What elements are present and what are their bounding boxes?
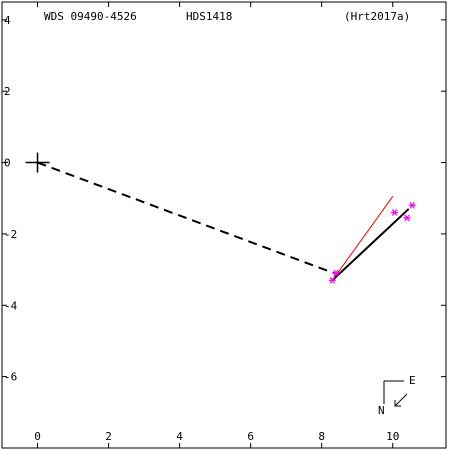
observation-point <box>328 276 336 284</box>
x-tick-label: 10 <box>386 430 399 443</box>
y-tick-label: 0 <box>4 157 11 170</box>
x-tick-label: 4 <box>176 430 183 443</box>
axes: 0 2 4 6 8 10 4 2 0 -2 -4 -6 <box>2 2 446 448</box>
y-tick-label: 4 <box>4 14 11 27</box>
orbit-line <box>331 208 410 282</box>
observation-stroke <box>404 214 410 222</box>
y-tick-label: 2 <box>4 85 11 98</box>
observation-point <box>332 269 340 277</box>
x-tick-label: 0 <box>34 430 41 443</box>
y-tick-label: -6 <box>4 371 17 384</box>
chart-header-left: WDS 09490-4526 <box>44 10 137 23</box>
compass: E N <box>378 374 416 417</box>
chart-header-center: HDS1418 <box>186 10 232 23</box>
chart-marks <box>25 152 416 284</box>
observation-point <box>403 214 411 222</box>
compass-arrowhead <box>394 400 401 407</box>
x-tick-label: 8 <box>318 430 325 443</box>
compass-north-label: N <box>378 404 385 417</box>
observation-stroke <box>329 276 335 284</box>
observation-stroke <box>409 202 415 209</box>
compass-east-label: E <box>409 374 416 387</box>
observation-point <box>408 202 416 209</box>
compass-arrow <box>394 393 408 407</box>
observation-stroke <box>333 269 339 277</box>
y-tick-label: -4 <box>4 299 18 312</box>
y-tick-label: -2 <box>4 228 17 241</box>
chart-header-right: (Hrt2017a) <box>344 10 410 23</box>
observation-stroke <box>391 209 398 216</box>
red-line <box>331 196 394 281</box>
x-tick-label: 6 <box>247 430 254 443</box>
observation-point <box>390 209 398 216</box>
dashed-line <box>37 161 335 275</box>
x-tick-label: 2 <box>105 430 112 443</box>
